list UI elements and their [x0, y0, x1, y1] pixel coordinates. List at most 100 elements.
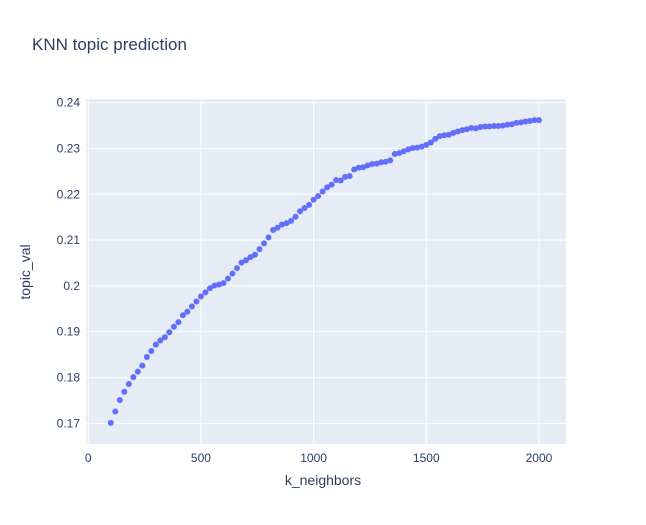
x-tick-label: 1500 — [413, 451, 440, 465]
data-point — [342, 173, 349, 180]
data-point — [319, 188, 326, 195]
data-point — [387, 157, 394, 164]
data-point — [107, 419, 114, 426]
data-point — [306, 201, 313, 208]
data-point — [143, 353, 150, 360]
data-point — [297, 208, 304, 215]
data-point — [292, 213, 299, 220]
data-point — [256, 246, 263, 253]
data-point — [170, 323, 177, 330]
data-point — [134, 368, 141, 375]
data-point — [152, 341, 159, 348]
y-tick-label: 0.2 — [63, 279, 80, 293]
data-point — [229, 270, 236, 277]
data-point — [193, 298, 200, 305]
data-point — [400, 148, 407, 155]
data-point — [526, 117, 533, 124]
data-point — [220, 280, 227, 287]
data-point — [369, 161, 376, 168]
data-point — [513, 119, 520, 126]
data-point — [517, 119, 524, 126]
data-point — [121, 388, 128, 395]
data-point — [197, 293, 204, 300]
data-point — [130, 374, 137, 381]
data-point — [211, 282, 218, 289]
data-point — [238, 259, 245, 266]
data-point — [166, 329, 173, 336]
x-tick-label: 500 — [191, 451, 211, 465]
y-axis-title: topic_val — [17, 244, 33, 299]
data-point — [445, 131, 452, 138]
data-point — [261, 240, 268, 247]
data-point — [454, 128, 461, 135]
tick-labels: 0 500 1000 1500 2000 0.17 0.18 0.19 0.2 0.21 0.22 0… — [57, 96, 553, 465]
data-point — [535, 117, 542, 124]
data-point — [481, 123, 488, 130]
scatter-points — [107, 117, 542, 426]
data-point — [333, 177, 340, 184]
y-tick-label: 0.17 — [57, 416, 81, 430]
data-point — [179, 312, 186, 319]
data-point — [522, 118, 529, 125]
x-tick-label: 2000 — [526, 451, 553, 465]
data-point — [247, 254, 254, 261]
data-point — [112, 408, 119, 415]
data-point — [373, 160, 380, 167]
data-point — [252, 251, 259, 258]
data-point — [288, 217, 295, 224]
data-point — [175, 319, 182, 326]
grid-lines — [86, 99, 566, 444]
data-point — [418, 143, 425, 150]
data-point — [125, 380, 132, 387]
data-point — [161, 334, 168, 341]
data-point — [184, 308, 191, 315]
y-tick-label: 0.22 — [57, 187, 81, 201]
data-point — [409, 145, 416, 152]
data-point — [436, 133, 443, 140]
y-tick-label: 0.18 — [57, 371, 81, 385]
data-point — [396, 150, 403, 157]
data-point — [477, 123, 484, 130]
data-point — [202, 289, 209, 296]
data-point — [351, 166, 358, 173]
data-point — [468, 124, 475, 131]
data-point — [486, 123, 493, 130]
data-point — [139, 362, 146, 369]
data-point — [441, 132, 448, 139]
data-point — [450, 129, 457, 136]
data-point — [270, 227, 277, 234]
data-point — [382, 158, 389, 165]
data-point — [148, 347, 155, 354]
data-point — [364, 162, 371, 169]
data-point — [206, 285, 213, 292]
plot-background — [86, 99, 566, 444]
data-point — [423, 141, 430, 148]
data-point — [360, 164, 367, 171]
data-point — [427, 139, 434, 146]
x-tick-label: 1000 — [300, 451, 327, 465]
data-point — [224, 275, 231, 282]
data-point — [233, 265, 240, 272]
y-tick-label: 0.23 — [57, 141, 81, 155]
data-point — [504, 121, 511, 128]
data-point — [459, 127, 466, 134]
data-point — [346, 172, 353, 179]
data-point — [265, 234, 272, 241]
data-point — [283, 220, 290, 227]
data-point — [116, 397, 123, 404]
data-point — [328, 181, 335, 188]
data-point — [324, 184, 331, 191]
data-point — [531, 117, 538, 124]
data-point — [414, 144, 421, 151]
data-point — [315, 193, 322, 200]
x-axis-title: k_neighbors — [285, 472, 361, 488]
data-point — [432, 135, 439, 142]
data-point — [337, 177, 344, 184]
y-tick-label: 0.24 — [57, 96, 81, 110]
chart-title: KNN topic prediction — [32, 35, 187, 54]
data-point — [391, 150, 398, 157]
data-point — [378, 159, 385, 166]
data-point — [405, 146, 412, 153]
data-point — [243, 257, 249, 264]
